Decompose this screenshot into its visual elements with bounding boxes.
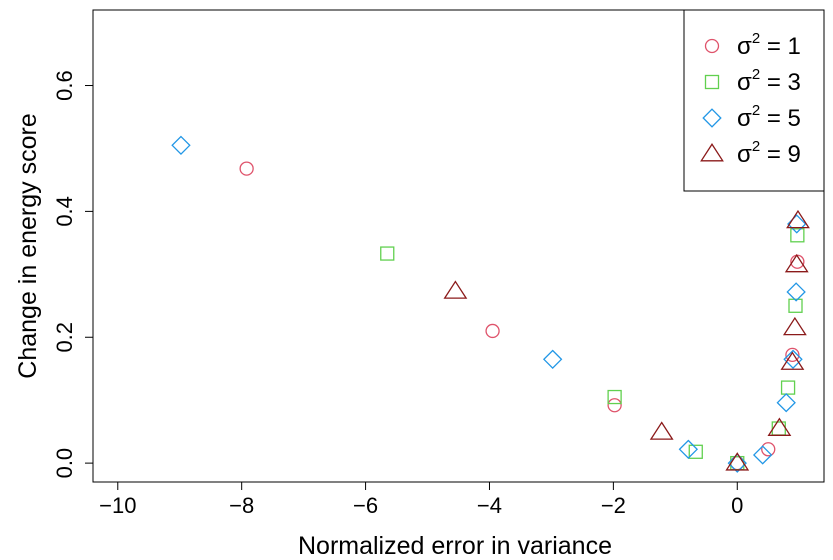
- data-point-triangle: [649, 421, 674, 440]
- y-axis: 0.0 0.2 0.4 0.6: [52, 70, 94, 479]
- data-point-diamond: [776, 393, 796, 413]
- x-axis: −10 −8 −6 −4 −2 0: [99, 481, 743, 518]
- data-point-circle: [607, 398, 622, 413]
- data-point-diamond: [786, 282, 806, 302]
- data-point-circle: [785, 347, 800, 363]
- data-point-triangle: [784, 253, 809, 273]
- y-tick-label: 0.4: [52, 196, 77, 227]
- data-points: [171, 135, 810, 473]
- data-point-square: [780, 380, 796, 395]
- y-tick-label: 0.6: [52, 70, 77, 101]
- y-tick-label: 0.0: [52, 448, 77, 479]
- legend-label: σ2 = 1: [737, 30, 801, 60]
- data-point-diamond: [727, 453, 747, 473]
- legend-label: σ2 = 3: [737, 66, 801, 96]
- data-point-circle: [761, 442, 776, 457]
- data-point-triangle: [786, 209, 810, 229]
- data-point-diamond: [783, 349, 803, 369]
- x-axis-title: Normalized error in variance: [298, 532, 612, 560]
- data-point-diamond: [752, 445, 773, 465]
- data-point-circle: [485, 323, 500, 339]
- legend-marker-diamond: [702, 108, 722, 128]
- x-tick-label: 0: [731, 493, 743, 518]
- data-point-triangle: [767, 417, 792, 436]
- y-tick-label: 0.2: [52, 322, 77, 353]
- data-point-diamond: [171, 135, 191, 156]
- legend-marker-triangle: [700, 143, 724, 162]
- x-tick-label: −6: [353, 493, 378, 518]
- data-point-square: [790, 228, 805, 243]
- legend-marker-square: [704, 74, 720, 90]
- y-axis-title: Change in energy score: [14, 113, 42, 378]
- legend-label: σ2 = 5: [737, 102, 801, 132]
- x-tick-label: −2: [601, 493, 626, 518]
- x-tick-label: −4: [477, 493, 502, 518]
- data-point-triangle: [443, 280, 468, 299]
- data-point-circle: [239, 161, 254, 176]
- data-point-square: [607, 389, 622, 405]
- legend: σ2 = 1 σ2 = 3 σ2 = 5 σ2 = 9: [683, 9, 825, 192]
- data-point-triangle: [725, 452, 750, 471]
- data-point-diamond: [678, 439, 699, 459]
- data-point-triangle: [782, 316, 807, 336]
- legend-marker-circle: [704, 38, 720, 54]
- data-point-square: [380, 246, 395, 261]
- data-point-diamond: [542, 349, 563, 369]
- x-tick-label: −8: [229, 493, 254, 518]
- data-point-square: [788, 298, 803, 313]
- x-tick-label: −10: [99, 493, 136, 518]
- legend-label: σ2 = 9: [737, 138, 801, 168]
- data-point-triangle: [780, 351, 805, 370]
- data-point-square: [688, 444, 703, 459]
